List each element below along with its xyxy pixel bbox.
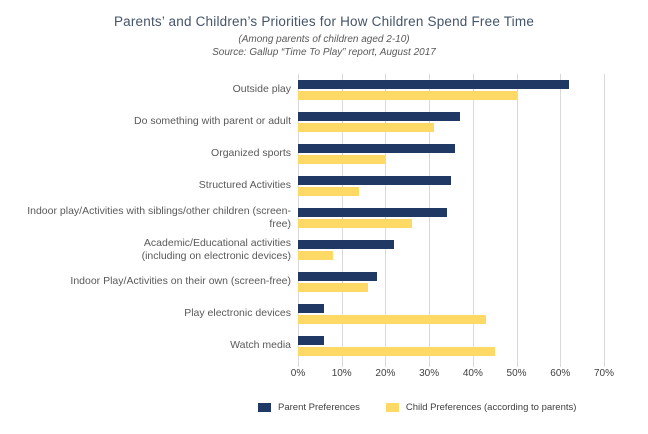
bar-parent xyxy=(298,144,456,153)
bar-parent xyxy=(298,272,377,281)
axis-tick xyxy=(385,362,387,367)
category-row: Structured Activities xyxy=(0,170,648,202)
category-row: Play electronic devices xyxy=(0,298,648,330)
legend-item-parent: Parent Preferences xyxy=(258,402,360,413)
x-tick-label: 30% xyxy=(419,368,440,379)
chart-subtitle: (Among parents of children aged 2-10) xyxy=(238,34,410,45)
gridlines-layer xyxy=(298,74,605,367)
axis-tick xyxy=(604,362,605,367)
bar-child xyxy=(298,347,495,356)
legend-label-child: Child Preferences (according to parents) xyxy=(405,402,577,413)
bar-child xyxy=(298,187,360,196)
bar-rows: Outside play Do something with parent or … xyxy=(0,74,648,362)
axis-tick xyxy=(516,362,518,367)
category-label: Watch media xyxy=(230,339,291,352)
x-tick-label: 10% xyxy=(331,368,352,379)
x-axis-tick-labels: 0% 10% 20% 30% 40% 50% 60% 70% xyxy=(0,368,648,382)
category-label: Structured Activities xyxy=(198,179,291,192)
x-tick-label: 60% xyxy=(550,368,571,379)
bar-group xyxy=(298,234,605,266)
legend: Parent Preferences Child Preferences (ac… xyxy=(258,402,576,413)
category-row: Organized sports xyxy=(0,138,648,170)
legend-swatch-child xyxy=(385,403,399,412)
bar-group xyxy=(298,266,605,298)
chart-source: Source: Gallup “Time To Play” report, Au… xyxy=(212,47,436,58)
bar-group xyxy=(298,202,605,234)
category-row: Indoor play/Activities with siblings/oth… xyxy=(0,202,648,234)
bar-group xyxy=(298,74,605,106)
chart-title: Parents’ and Children’s Priorities for H… xyxy=(113,14,535,29)
bar-child xyxy=(298,283,368,292)
axis-tick xyxy=(472,362,474,367)
bar-parent xyxy=(298,240,395,249)
category-label: Academic/Educational activities (includi… xyxy=(141,236,291,262)
bar-child xyxy=(298,315,486,324)
category-label: Organized sports xyxy=(211,147,291,160)
gridline xyxy=(472,74,474,362)
x-tick-label: 70% xyxy=(593,368,614,379)
category-label: Indoor play/Activities with siblings/oth… xyxy=(27,204,291,230)
x-tick-label: 20% xyxy=(375,368,396,379)
legend-item-child: Child Preferences (according to parents) xyxy=(385,402,577,413)
bar-group xyxy=(298,106,605,138)
gridline xyxy=(298,74,299,362)
gridline xyxy=(604,74,605,362)
axis-tick xyxy=(298,362,299,367)
bar-parent xyxy=(298,336,325,345)
gridline xyxy=(341,74,343,362)
category-row: Indoor Play/Activities on their own (scr… xyxy=(0,266,648,298)
category-row: Do something with parent or adult xyxy=(0,106,648,138)
x-tick-label: 40% xyxy=(462,368,483,379)
bar-group xyxy=(298,138,605,170)
legend-label-parent: Parent Preferences xyxy=(278,402,360,413)
bar-child xyxy=(298,155,386,164)
category-label: Do something with parent or adult xyxy=(133,115,291,128)
bar-parent xyxy=(298,80,570,89)
x-tick-label: 0% xyxy=(290,368,306,379)
axis-tick xyxy=(341,362,343,367)
axis-tick xyxy=(560,362,562,367)
x-tick-label: 50% xyxy=(506,368,527,379)
bar-child xyxy=(298,251,333,260)
axis-tick xyxy=(429,362,431,367)
category-label: Play electronic devices xyxy=(184,307,291,320)
category-label: Outside play xyxy=(232,83,291,96)
bar-child xyxy=(298,219,412,228)
category-row: Academic/Educational activities (includi… xyxy=(0,234,648,266)
category-row: Outside play xyxy=(0,74,648,106)
bar-group xyxy=(298,330,605,362)
bar-group xyxy=(298,298,605,330)
bar-parent xyxy=(298,112,460,121)
bar-parent xyxy=(298,208,447,217)
category-label: Indoor Play/Activities on their own (scr… xyxy=(70,275,291,288)
bar-child xyxy=(298,123,434,132)
category-row: Watch media xyxy=(0,330,648,362)
gridline xyxy=(516,74,518,362)
legend-swatch-parent xyxy=(258,403,271,412)
gridline xyxy=(429,74,431,362)
bar-parent xyxy=(298,176,451,185)
bar-group xyxy=(298,170,605,202)
bar-child xyxy=(298,91,517,100)
gridline xyxy=(385,74,387,362)
bar-parent xyxy=(298,304,325,313)
gridline xyxy=(560,74,562,362)
